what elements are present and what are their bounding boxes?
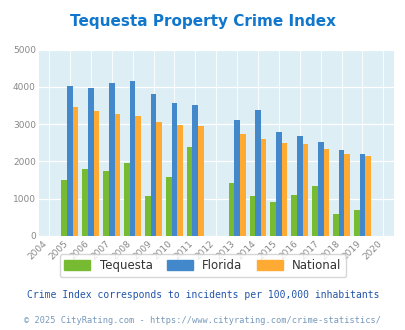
Bar (130, 81, 135, 236)
Bar (317, 142, 323, 236)
Bar (72, 107, 78, 236)
Bar (343, 153, 349, 236)
Bar (114, 115, 120, 236)
Bar (234, 119, 239, 236)
Bar (275, 132, 281, 236)
Bar (249, 196, 254, 236)
Bar (150, 93, 156, 236)
Bar (359, 154, 364, 236)
Legend: Tequesta, Florida, National: Tequesta, Florida, National (60, 254, 345, 277)
Bar (61, 180, 67, 236)
Text: © 2025 CityRating.com - https://www.cityrating.com/crime-statistics/: © 2025 CityRating.com - https://www.city… (24, 315, 381, 325)
Bar (166, 177, 171, 236)
Bar (302, 144, 307, 236)
Bar (239, 134, 245, 236)
Bar (82, 169, 88, 236)
Bar (198, 126, 203, 236)
Bar (135, 115, 141, 236)
Bar (192, 105, 198, 236)
Bar (109, 83, 114, 236)
Bar (177, 125, 182, 236)
Bar (88, 87, 94, 236)
Bar (94, 112, 99, 236)
Bar (67, 86, 72, 236)
Bar (291, 195, 296, 236)
Bar (260, 139, 266, 236)
Bar (364, 156, 370, 236)
Bar (270, 202, 275, 236)
Bar (296, 136, 302, 236)
Bar (254, 110, 260, 236)
Bar (171, 103, 177, 236)
Text: Tequesta Property Crime Index: Tequesta Property Crime Index (70, 14, 335, 29)
Bar (323, 149, 328, 236)
Bar (281, 143, 287, 236)
Text: Crime Index corresponds to incidents per 100,000 inhabitants: Crime Index corresponds to incidents per… (27, 290, 378, 300)
Bar (228, 182, 234, 236)
Bar (103, 171, 109, 236)
Bar (145, 196, 150, 236)
Bar (353, 210, 359, 236)
Bar (338, 150, 343, 236)
Bar (156, 122, 162, 236)
Bar (332, 214, 338, 236)
Bar (124, 163, 130, 236)
Bar (311, 186, 317, 236)
Bar (186, 147, 192, 236)
